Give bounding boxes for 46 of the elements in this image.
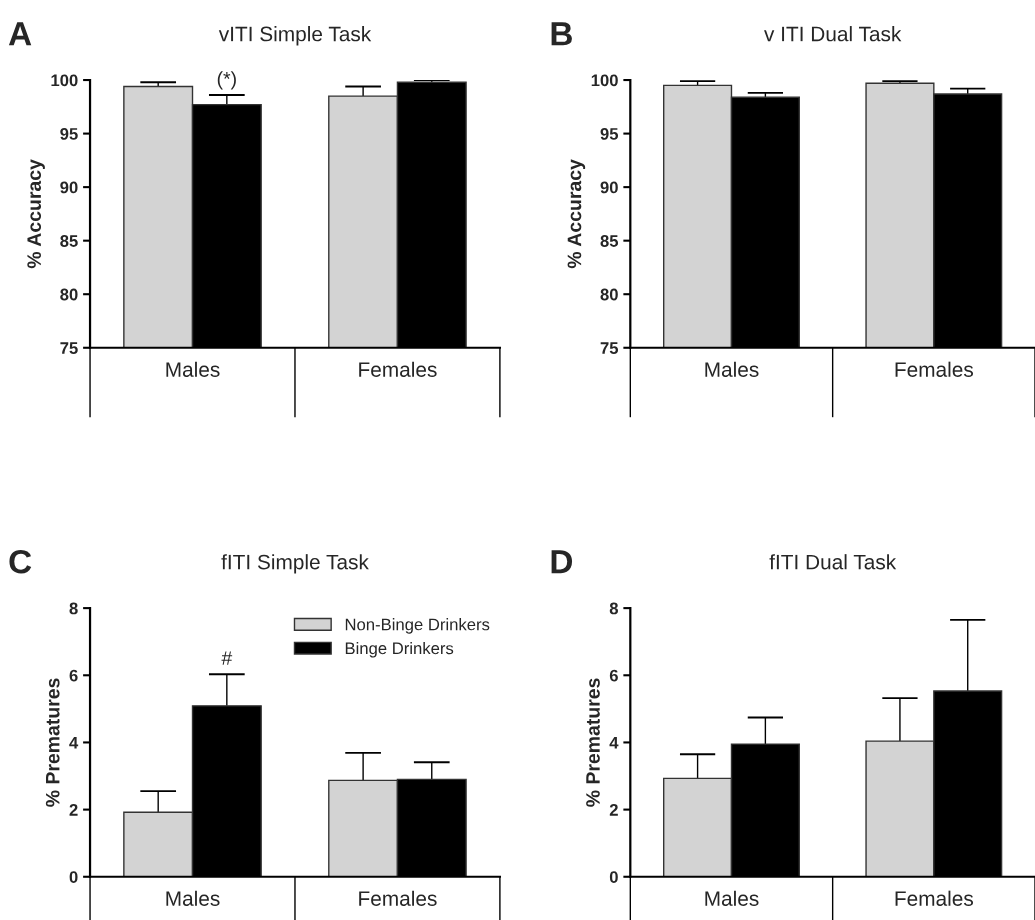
x-tick-label: Females: [359, 890, 437, 906]
x-tick-label: Males: [705, 890, 759, 906]
y-tick-label: 2: [609, 804, 618, 816]
text: C: [9, 549, 32, 574]
legend-label: Binge Drinkers: [345, 641, 454, 658]
x-tick-label: Females: [895, 890, 974, 906]
y-axis-title: % Accuracy: [27, 159, 45, 269]
chart-title: fITI Simple Task: [221, 554, 369, 574]
y-axis-title: % Prematures: [45, 678, 60, 807]
y-tick-label: 80: [60, 288, 78, 301]
y-axis-title: % Accuracy: [567, 159, 586, 269]
legend-label: Non-Binge Drinkers: [345, 618, 490, 634]
y-tick-label: 4: [609, 737, 619, 749]
text: A: [8, 22, 32, 46]
chart-title: fITI Dual Task: [769, 554, 897, 570]
y-tick-label: 85: [60, 235, 78, 247]
annotation: #: [221, 651, 233, 665]
y-tick-label: 100: [51, 74, 78, 87]
y-tick-label: 75: [600, 342, 619, 354]
y-tick-label: 0: [69, 871, 78, 883]
y-tick-label: 6: [69, 669, 78, 682]
annotation: (*): [217, 71, 236, 90]
y-tick-label: 8: [69, 602, 78, 615]
text: D: [551, 550, 573, 574]
chart-title: v ITI Dual Task: [764, 26, 902, 42]
x-tick-label: Males: [166, 361, 220, 377]
y-tick-label: 95: [60, 127, 78, 140]
x-tick-label: Females: [895, 361, 974, 377]
y-tick-label: 8: [609, 602, 618, 615]
y-tick-label: 75: [60, 342, 78, 354]
x-tick-label: Males: [166, 890, 220, 906]
chart-title: vITI Simple Task: [218, 26, 372, 46]
y-axis-title: % Prematures: [586, 678, 600, 807]
y-tick-label: 2: [69, 804, 78, 816]
x-tick-label: Males: [705, 361, 759, 377]
text: B: [551, 22, 572, 46]
y-tick-label: 6: [609, 669, 618, 682]
y-tick-label: 80: [600, 288, 618, 301]
y-tick-label: 4: [69, 737, 79, 749]
y-tick-label: 100: [591, 74, 618, 87]
y-tick-label: 85: [600, 235, 619, 247]
y-tick-label: 90: [60, 181, 78, 194]
y-tick-label: 95: [600, 127, 619, 140]
y-tick-label: 0: [609, 871, 618, 883]
y-tick-label: 90: [600, 181, 618, 194]
x-tick-label: Females: [359, 361, 437, 377]
